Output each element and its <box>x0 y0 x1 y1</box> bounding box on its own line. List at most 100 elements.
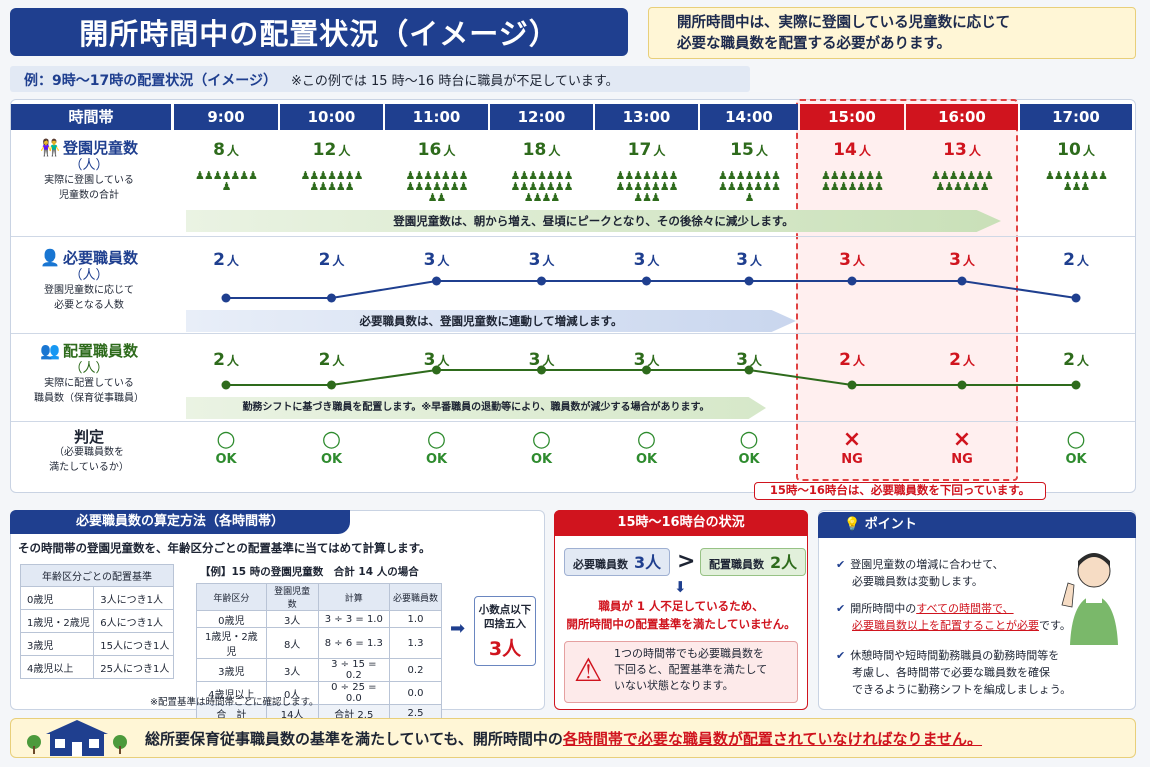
required-line-point <box>744 276 754 286</box>
table-row: 4歳児以上 25人につき1人 <box>19 655 174 679</box>
footer-text2: 各時間帯で必要な職員数が配置されていなければなりません。 <box>562 730 983 748</box>
time-header: 13:00 <box>595 104 698 130</box>
children-people-icons: ♟♟♟♟♟♟♟ ♟♟♟♟♟♟♟ ♟♟ <box>405 169 468 204</box>
children-count-value: 8 <box>213 140 225 160</box>
judge-result: OK <box>320 452 343 467</box>
required-line-path <box>226 280 1077 299</box>
required-count-unit: 人 <box>852 254 865 268</box>
assigned-pill: 配置職員数 2人 <box>700 548 807 576</box>
time-header: 15:00 <box>800 104 904 130</box>
ratio-age: 0歳児 <box>19 586 95 610</box>
judge-cell: ○ OK <box>292 428 372 468</box>
children-people-icons: ♟♟♟♟♟♟♟ ♟ <box>194 169 258 193</box>
assigned-desc1: 実際に配置している <box>44 378 134 389</box>
required-count-value: 2 <box>318 250 331 270</box>
children-unit: （人） <box>69 158 109 173</box>
assigned-count-value: 3 <box>528 350 541 370</box>
assigned-desc2: 職員数（保育従事職員） <box>34 393 144 404</box>
required-desc1: 登園児童数に応じて <box>44 285 134 296</box>
point2d: です。 <box>1039 619 1071 632</box>
ex-cell: 0人 <box>265 681 319 705</box>
result-value: 3人 <box>488 638 522 660</box>
required-count-unit: 人 <box>962 254 975 268</box>
required-label: 必要職員数 <box>63 249 139 267</box>
children-count: 12 人 <box>292 140 372 160</box>
children-count-unit: 人 <box>968 144 981 158</box>
required-count-value: 2 <box>1063 250 1075 270</box>
header-note-line2: 必要な職員数を配置する必要があります。 <box>677 36 952 52</box>
children-count: 15 人 <box>709 140 789 160</box>
warn-line3: いない状態となります。 <box>614 679 734 692</box>
result-label1: 小数点以下 <box>478 604 532 616</box>
required-count-unit: 人 <box>437 254 450 268</box>
ex-cell: 1歳児・2歳児 <box>196 627 267 659</box>
ratio-table: 年齢区分ごとの配置基準 0歳児 3人につき1人 1歳児・2歳児 6人につき1人 3歳… <box>19 564 174 679</box>
required-line-point <box>432 276 441 286</box>
school-icon <box>27 720 127 756</box>
required-count-unit: 人 <box>749 254 762 268</box>
assigned-count-unit: 人 <box>749 354 762 368</box>
ex-cell: 3 ÷ 15 = 0.2 <box>317 658 391 682</box>
children-count-value: 17 <box>627 140 652 160</box>
required-pill: 必要職員数 3人 <box>564 548 671 576</box>
judge-cell: × NG <box>812 428 892 468</box>
children-count-unit: 人 <box>548 144 561 158</box>
calc-footnote: ※配置基準は時間帯ごとに確認します。 <box>150 697 319 708</box>
points-title: 💡 ポイント <box>818 512 1136 538</box>
ex-cell: 3 ÷ 3 = 1.0 <box>317 610 391 628</box>
judge-row-label: 判定 （必要職員数を 満たしているか） <box>14 430 164 475</box>
judge-cell: ○ OK <box>1036 428 1116 468</box>
assigned-count-unit: 人 <box>332 354 345 368</box>
required-line-point <box>1071 293 1081 303</box>
required-line-point <box>221 293 231 303</box>
row-divider <box>11 333 1135 334</box>
required-line-point <box>957 276 967 286</box>
result-label2: 四捨五入 <box>484 618 526 630</box>
time-header: 9:00 <box>174 104 278 130</box>
table-row: 4歳児以上 0人 0 ÷ 25 = 0.0 0.0 <box>196 681 442 705</box>
pill-req-value: 3人 <box>634 553 662 572</box>
children-people-icons: ♟♟♟♟♟♟♟ ♟♟♟♟♟♟♟ ♟♟♟ <box>615 169 678 204</box>
time-header-label: 時間帯 <box>11 104 171 130</box>
assigned-row-label: 👥 配置職員数 （人） 実際に配置している 職員数（保育従事職員） <box>14 343 164 406</box>
assigned-count-value: 3 <box>423 350 436 370</box>
judge-cell: ○ OK <box>186 428 266 468</box>
ex-cell: 3人 <box>265 610 319 628</box>
assigned-count-value: 3 <box>633 350 646 370</box>
ratio-rule: 3人につき1人 <box>93 586 174 610</box>
point2a: 開所時間中の <box>850 602 917 615</box>
ex-cell: 8 ÷ 6 = 1.3 <box>317 627 391 659</box>
table-row: 0歳児 3人 3 ÷ 3 = 1.0 1.0 <box>196 610 442 628</box>
table-row: 3歳児 15人につき1人 <box>19 632 174 656</box>
children-count-value: 12 <box>312 140 337 160</box>
required-line-point <box>327 293 336 303</box>
greater-than-icon: > <box>677 549 696 574</box>
required-trend-band: 必要職員数は、登園児童数に連動して増減します。 <box>186 310 796 332</box>
assigned-label: 配置職員数 <box>63 342 139 360</box>
point3b: 考慮し、各時間帯で必要な職員数を確保 <box>852 666 1050 679</box>
judge-label: 判定 <box>73 428 104 446</box>
children-desc2: 児童数の合計 <box>59 190 119 201</box>
time-header: 14:00 <box>700 104 798 130</box>
children-people-icons: ♟♟♟♟♟♟♟ ♟♟♟♟♟♟♟ <box>820 169 884 193</box>
points-title-text: ポイント <box>864 517 917 532</box>
assigned-count-unit: 人 <box>962 354 975 368</box>
children-label: 登園児童数 <box>63 139 139 157</box>
required-staff-line <box>221 276 1081 303</box>
point1b: 必要職員数は変動します。 <box>852 575 983 588</box>
ex-cell: 0歳児 <box>196 610 267 628</box>
ratio-header: 年齢区分ごとの配置基準 <box>20 564 174 587</box>
children-count: 13 人 <box>922 140 1002 160</box>
situation-msg1: 職員が 1 人不足しているため、 <box>598 599 764 613</box>
point3a: 休憩時間や短時間勤務職員の勤務時間等を <box>850 649 1060 662</box>
person-icon: 👤 <box>39 248 60 267</box>
children-count-unit: 人 <box>755 144 768 158</box>
ex-cell: 0.2 <box>389 658 442 682</box>
